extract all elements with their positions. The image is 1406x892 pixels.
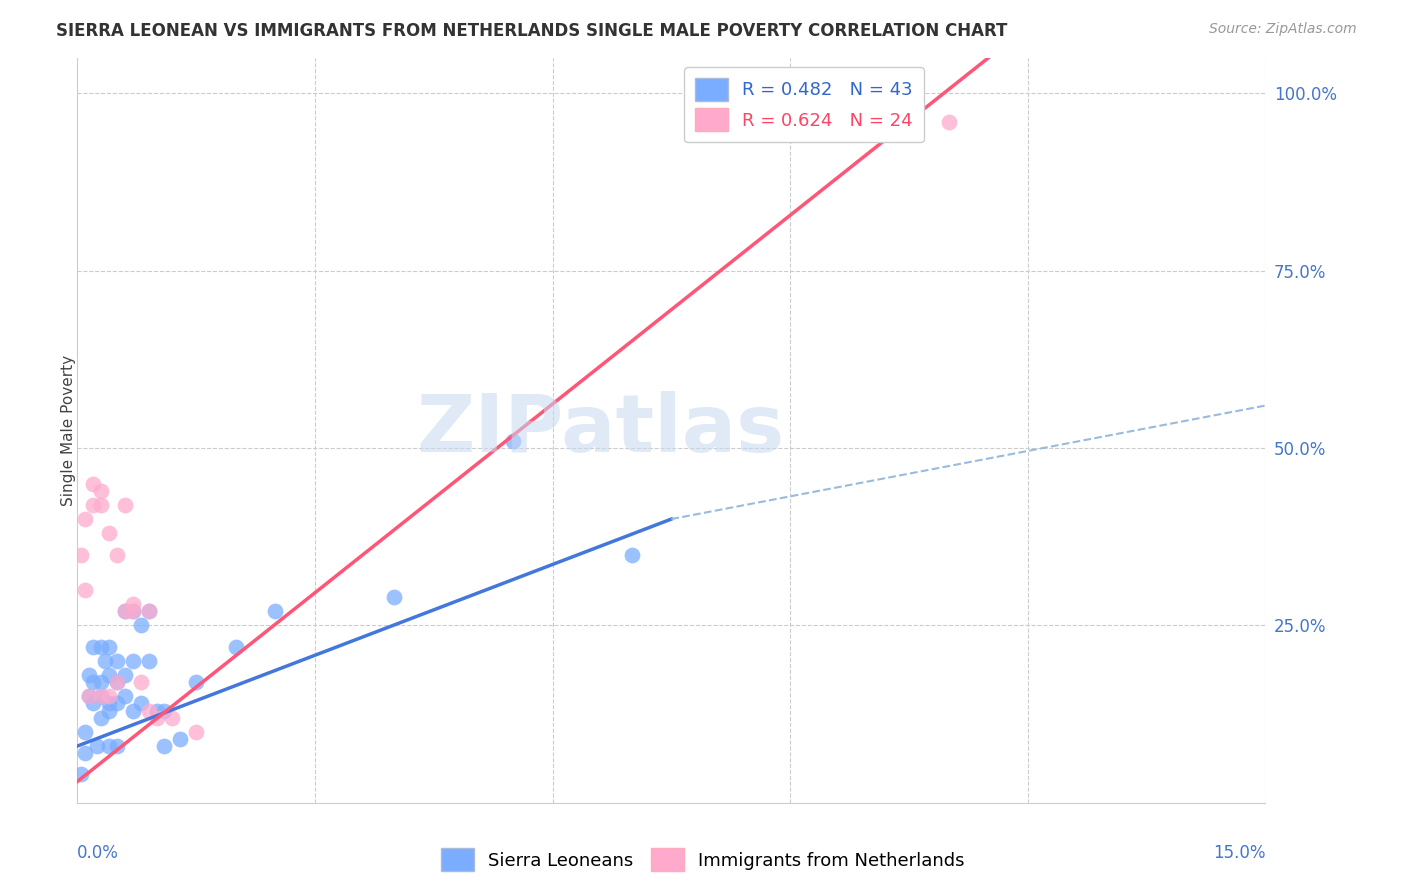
Point bbox=[264, 604, 287, 618]
Text: 15.0%: 15.0% bbox=[1213, 844, 1265, 862]
Text: SIERRA LEONEAN VS IMMIGRANTS FROM NETHERLANDS SINGLE MALE POVERTY CORRELATION CH: SIERRA LEONEAN VS IMMIGRANTS FROM NETHER… bbox=[56, 22, 1008, 40]
Point bbox=[121, 597, 143, 611]
Point bbox=[82, 640, 104, 654]
Point bbox=[90, 640, 112, 654]
Point bbox=[121, 604, 143, 618]
Point bbox=[82, 476, 104, 491]
Legend: Sierra Leoneans, Immigrants from Netherlands: Sierra Leoneans, Immigrants from Netherl… bbox=[434, 841, 972, 879]
Point bbox=[121, 704, 143, 718]
Point bbox=[105, 654, 128, 668]
Point bbox=[75, 582, 97, 597]
Point bbox=[938, 115, 960, 129]
Point bbox=[138, 604, 160, 618]
Point bbox=[75, 724, 97, 739]
Point bbox=[138, 604, 160, 618]
Text: 0.0%: 0.0% bbox=[77, 844, 120, 862]
Point bbox=[77, 668, 100, 682]
Point bbox=[153, 739, 176, 753]
Point bbox=[94, 654, 117, 668]
Point bbox=[90, 675, 112, 690]
Point bbox=[620, 548, 643, 562]
Text: Source: ZipAtlas.com: Source: ZipAtlas.com bbox=[1209, 22, 1357, 37]
Point bbox=[129, 675, 152, 690]
Point bbox=[98, 704, 121, 718]
Point bbox=[75, 746, 97, 760]
Point bbox=[98, 739, 121, 753]
Point bbox=[98, 697, 121, 711]
Point bbox=[90, 483, 112, 498]
Point bbox=[105, 675, 128, 690]
Point bbox=[98, 640, 121, 654]
Point bbox=[98, 668, 121, 682]
Point bbox=[138, 654, 160, 668]
Point bbox=[138, 704, 160, 718]
Y-axis label: Single Male Poverty: Single Male Poverty bbox=[62, 355, 76, 506]
Point bbox=[145, 711, 167, 725]
Point bbox=[129, 618, 152, 632]
Point bbox=[145, 704, 167, 718]
Point bbox=[186, 675, 208, 690]
Point bbox=[114, 604, 136, 618]
Point bbox=[105, 739, 128, 753]
Point bbox=[186, 724, 208, 739]
Point bbox=[75, 512, 97, 526]
Point bbox=[129, 697, 152, 711]
Point bbox=[153, 704, 176, 718]
Point bbox=[121, 604, 143, 618]
Point bbox=[105, 697, 128, 711]
Point bbox=[82, 697, 104, 711]
Point bbox=[114, 668, 136, 682]
Point bbox=[82, 498, 104, 512]
Point bbox=[90, 690, 112, 704]
Legend: R = 0.482   N = 43, R = 0.624   N = 24: R = 0.482 N = 43, R = 0.624 N = 24 bbox=[685, 67, 924, 143]
Point bbox=[502, 434, 524, 448]
Point bbox=[162, 711, 184, 725]
Point bbox=[105, 548, 128, 562]
Point bbox=[121, 654, 143, 668]
Point bbox=[70, 548, 93, 562]
Point bbox=[169, 731, 191, 746]
Point bbox=[114, 604, 136, 618]
Point bbox=[90, 690, 112, 704]
Point bbox=[77, 690, 100, 704]
Point bbox=[114, 690, 136, 704]
Point bbox=[225, 640, 247, 654]
Point bbox=[98, 690, 121, 704]
Point bbox=[105, 675, 128, 690]
Point bbox=[82, 675, 104, 690]
Point bbox=[90, 711, 112, 725]
Point bbox=[70, 767, 93, 781]
Point bbox=[98, 526, 121, 541]
Point bbox=[114, 498, 136, 512]
Point bbox=[90, 498, 112, 512]
Point bbox=[86, 739, 108, 753]
Text: ZIPatlas: ZIPatlas bbox=[416, 392, 785, 469]
Point bbox=[382, 590, 405, 604]
Point bbox=[77, 690, 100, 704]
